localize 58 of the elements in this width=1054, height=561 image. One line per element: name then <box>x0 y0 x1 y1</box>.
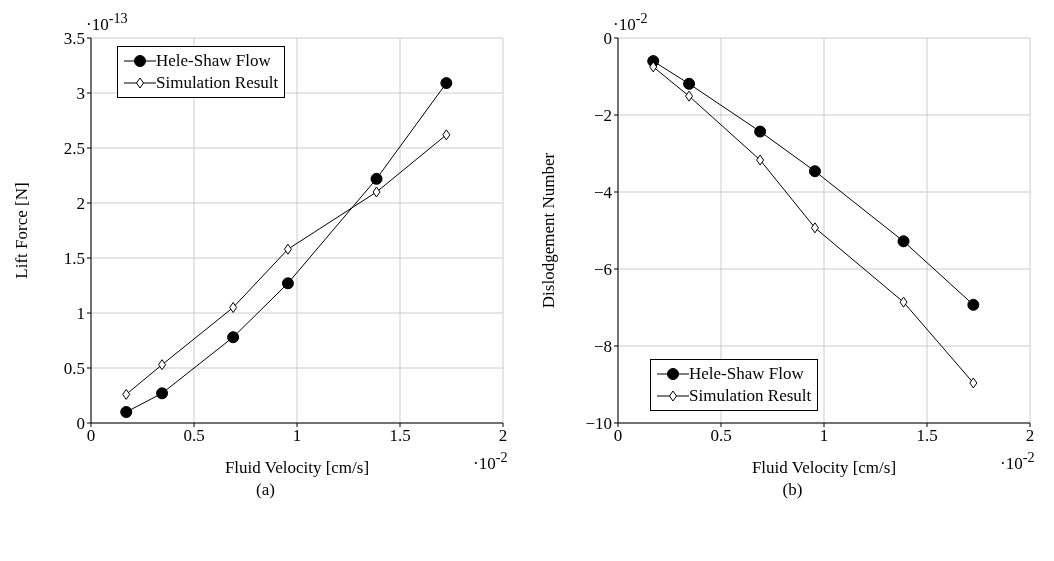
point <box>897 235 910 248</box>
y-tick-label: 2 <box>76 194 85 214</box>
text: ·10$^{-2}$ <box>613 10 648 35</box>
point <box>283 243 292 255</box>
legend-label: Hele-Shaw Flow <box>156 50 271 72</box>
text: ·10$^{-13}$ <box>86 10 128 35</box>
y-tick-label: 0 <box>603 29 612 49</box>
point <box>808 165 821 178</box>
y-tick-label: −6 <box>593 260 612 280</box>
legend-label: Hele-Shaw Flow <box>689 363 804 385</box>
y-tick-label: 3 <box>76 84 85 104</box>
y-tick-label: 1 <box>76 304 85 324</box>
y-tick-label: −4 <box>593 183 613 203</box>
point <box>969 377 978 389</box>
point <box>158 359 167 371</box>
text: ·10$^{-2}$ <box>473 449 508 474</box>
point <box>440 77 453 90</box>
legend-label: Simulation Result <box>689 385 812 407</box>
point <box>442 129 451 141</box>
y-tick-label: −10 <box>585 414 612 434</box>
point <box>156 387 169 400</box>
point <box>810 222 819 234</box>
point <box>756 154 765 166</box>
x-tick-label: 1.5 <box>389 426 411 446</box>
x-tick-label: 1.5 <box>916 426 938 446</box>
y-tick-label: 2.5 <box>63 139 85 159</box>
y-tick-label: 3.5 <box>63 29 85 49</box>
point <box>281 277 294 290</box>
x-tick-label: 0.5 <box>710 426 732 446</box>
y-tick-label: −2 <box>593 106 612 126</box>
y-tick-label: −8 <box>593 337 612 357</box>
point <box>754 125 767 138</box>
point <box>649 61 658 73</box>
x-tick-label: 1 <box>292 426 302 446</box>
point <box>122 388 131 400</box>
point <box>683 77 696 90</box>
point <box>899 296 908 308</box>
x-axis-title: Fluid Velocity [cm/s] <box>224 458 370 477</box>
x-axis-title: Fluid Velocity [cm/s] <box>751 458 897 477</box>
x-tick-label: 1 <box>819 426 829 446</box>
point <box>685 90 694 102</box>
y-axis-title: Lift Force [N] <box>12 182 32 279</box>
point <box>120 406 133 418</box>
legend-label: Simulation Result <box>156 72 279 94</box>
x-tick-label: 2 <box>498 426 508 446</box>
point <box>227 331 240 344</box>
point <box>229 302 238 313</box>
y-tick-label: 1.5 <box>63 249 85 269</box>
point <box>967 298 980 311</box>
text: (a) <box>255 480 276 500</box>
point <box>372 186 381 198</box>
y-tick-label: 0.5 <box>63 359 85 379</box>
text: (b) <box>781 480 804 500</box>
y-axis-title: Dislodgement Number <box>539 152 559 309</box>
x-tick-label: 0.5 <box>183 426 205 446</box>
x-tick-label: 2 <box>1025 426 1035 446</box>
text: ·10$^{-2}$ <box>1000 449 1035 474</box>
point <box>370 172 383 185</box>
